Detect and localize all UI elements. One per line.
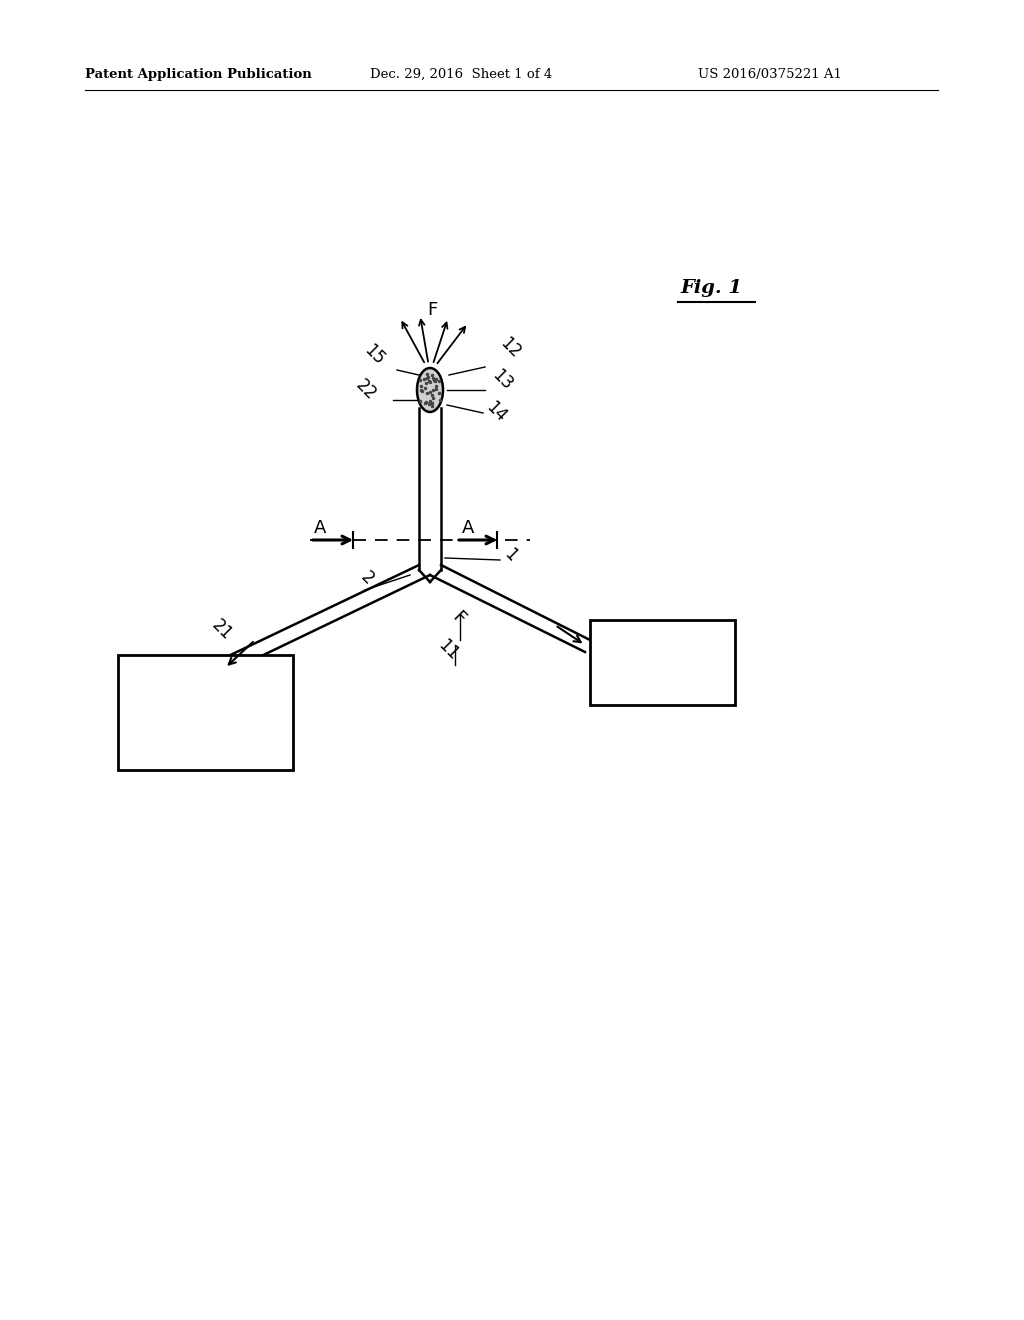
Text: F: F — [427, 301, 437, 319]
Text: Fig. 1: Fig. 1 — [680, 279, 742, 297]
Text: 2: 2 — [357, 568, 377, 589]
Text: 15: 15 — [360, 341, 388, 368]
Text: Dec. 29, 2016  Sheet 1 of 4: Dec. 29, 2016 Sheet 1 of 4 — [370, 69, 552, 81]
Text: A: A — [313, 519, 327, 537]
Bar — [590, 620, 735, 705]
Text: 12: 12 — [496, 334, 524, 362]
Text: F: F — [449, 609, 468, 628]
Text: 22: 22 — [352, 376, 380, 404]
Text: 1: 1 — [500, 545, 520, 565]
Text: 13: 13 — [488, 366, 516, 393]
Text: A: A — [462, 519, 474, 537]
Text: 11: 11 — [434, 636, 462, 664]
Text: Patent Application Publication: Patent Application Publication — [85, 69, 311, 81]
Text: 14: 14 — [482, 399, 510, 426]
Text: 4: 4 — [656, 652, 670, 672]
Text: US 2016/0375221 A1: US 2016/0375221 A1 — [698, 69, 842, 81]
Ellipse shape — [417, 368, 443, 412]
Text: 21: 21 — [208, 616, 236, 644]
Bar — [118, 655, 293, 770]
Text: 3: 3 — [193, 704, 207, 723]
